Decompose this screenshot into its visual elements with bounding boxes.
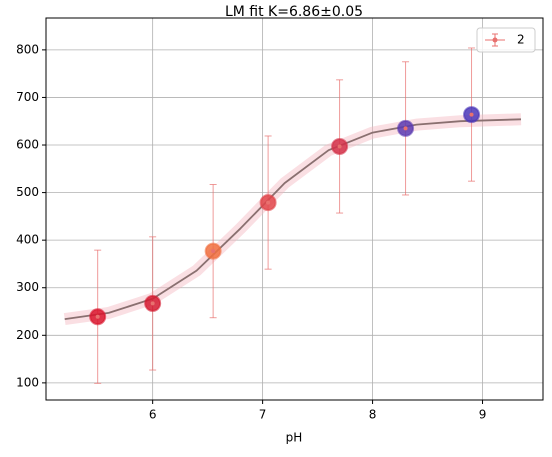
chart-title: LM fit K=6.86±0.05 (225, 4, 363, 20)
y-tick-label: 600 (16, 138, 39, 152)
y-tick-label: 700 (16, 90, 39, 104)
x-tick-label: 9 (479, 408, 487, 422)
y-tick-label: 200 (16, 328, 39, 342)
y-tick-label: 400 (16, 233, 39, 247)
marker-center (266, 200, 271, 205)
legend-marker (492, 37, 498, 43)
y-tick-label: 800 (16, 42, 39, 56)
plot-frame (45, 17, 544, 401)
x-tick-label: 6 (149, 408, 157, 422)
marker-center (211, 249, 216, 254)
x-axis-label: pH (286, 431, 303, 445)
x-tick-label: 8 (369, 408, 377, 422)
legend-box (476, 27, 536, 53)
marker-center (469, 112, 474, 117)
y-tick-label: 500 (16, 185, 39, 199)
marker-center (337, 144, 342, 149)
marker-center (95, 314, 100, 319)
legend-label: 2 (517, 33, 525, 47)
y-tick-label: 100 (16, 375, 39, 389)
fit-line (64, 118, 522, 320)
x-tick-label: 7 (259, 408, 267, 422)
marker-center (403, 126, 408, 131)
marker-center (150, 301, 155, 306)
y-tick-label: 300 (16, 280, 39, 294)
